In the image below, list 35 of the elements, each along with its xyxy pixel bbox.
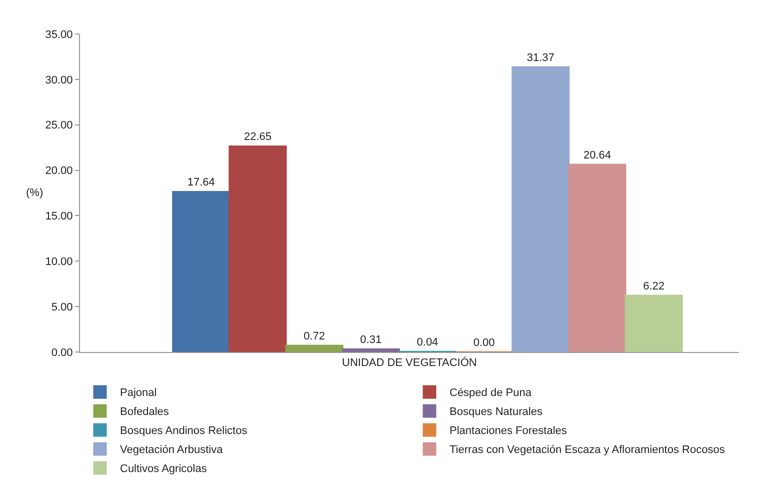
data-label: 0.00 — [473, 337, 495, 349]
data-label: 0.72 — [304, 330, 326, 342]
y-tick-label: 30.00 — [45, 74, 73, 86]
bar — [512, 66, 570, 352]
legend-label: Cultivos Agricolas — [120, 463, 208, 476]
data-label: 22.65 — [244, 131, 272, 144]
y-tick-label: 10.00 — [45, 256, 73, 268]
data-label: 0.04 — [416, 336, 438, 349]
bar — [342, 348, 400, 352]
y-tick-label: 15.00 — [45, 210, 73, 223]
legend-label: Tierras con Vegetación Escaza y Afloramientos Rocosos — [450, 444, 726, 456]
bar — [568, 164, 626, 352]
y-tick-label: 25.00 — [45, 120, 73, 132]
data-label: 20.64 — [583, 149, 611, 162]
legend-label: Pajonal — [120, 387, 157, 400]
y-tick-label: 35.00 — [45, 28, 73, 41]
legend-label: Bosques Andinos Relictos — [120, 425, 248, 438]
data-label: 17.64 — [187, 176, 215, 189]
legend-label: Bofedales — [120, 406, 170, 418]
bar — [172, 190, 230, 352]
data-label: 31.37 — [526, 52, 554, 64]
bar — [285, 344, 344, 352]
bar — [624, 294, 683, 352]
legend-label: Bosques Naturales — [450, 406, 543, 418]
y-tick-label: 0.00 — [51, 346, 73, 359]
bar — [228, 145, 287, 352]
x-axis-title: UNIDAD DE VEGETACIÓN — [342, 356, 477, 369]
y-tick-label: 20.00 — [45, 165, 73, 178]
data-label: 0.31 — [360, 334, 382, 346]
y-tick-label: 5.00 — [51, 301, 73, 314]
legend-label: Vegetación Arbustiva — [120, 444, 224, 456]
y-axis-title: (%) — [26, 187, 44, 199]
legend-label: Plantaciones Forestales — [450, 425, 568, 438]
data-label: 6.22 — [643, 280, 665, 292]
legend-label: Césped de Puna — [450, 387, 532, 400]
